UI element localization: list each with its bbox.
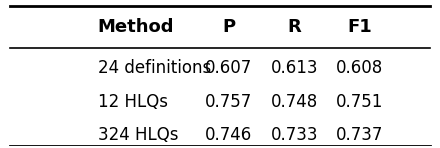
Text: 0.613: 0.613 xyxy=(271,59,318,77)
Text: 0.607: 0.607 xyxy=(205,59,253,77)
Text: 24 definitions: 24 definitions xyxy=(98,59,211,77)
Text: 0.757: 0.757 xyxy=(205,93,253,111)
Text: 324 HLQs: 324 HLQs xyxy=(98,127,178,144)
Text: Method: Method xyxy=(98,18,174,36)
Text: 0.608: 0.608 xyxy=(336,59,384,77)
Text: P: P xyxy=(222,18,235,36)
Text: 0.751: 0.751 xyxy=(336,93,384,111)
Text: 12 HLQs: 12 HLQs xyxy=(98,93,168,111)
Text: 0.746: 0.746 xyxy=(205,127,253,144)
Text: 0.737: 0.737 xyxy=(336,127,384,144)
Text: 0.733: 0.733 xyxy=(271,127,318,144)
Text: 0.748: 0.748 xyxy=(271,93,318,111)
Text: F1: F1 xyxy=(348,18,372,36)
Text: R: R xyxy=(287,18,301,36)
